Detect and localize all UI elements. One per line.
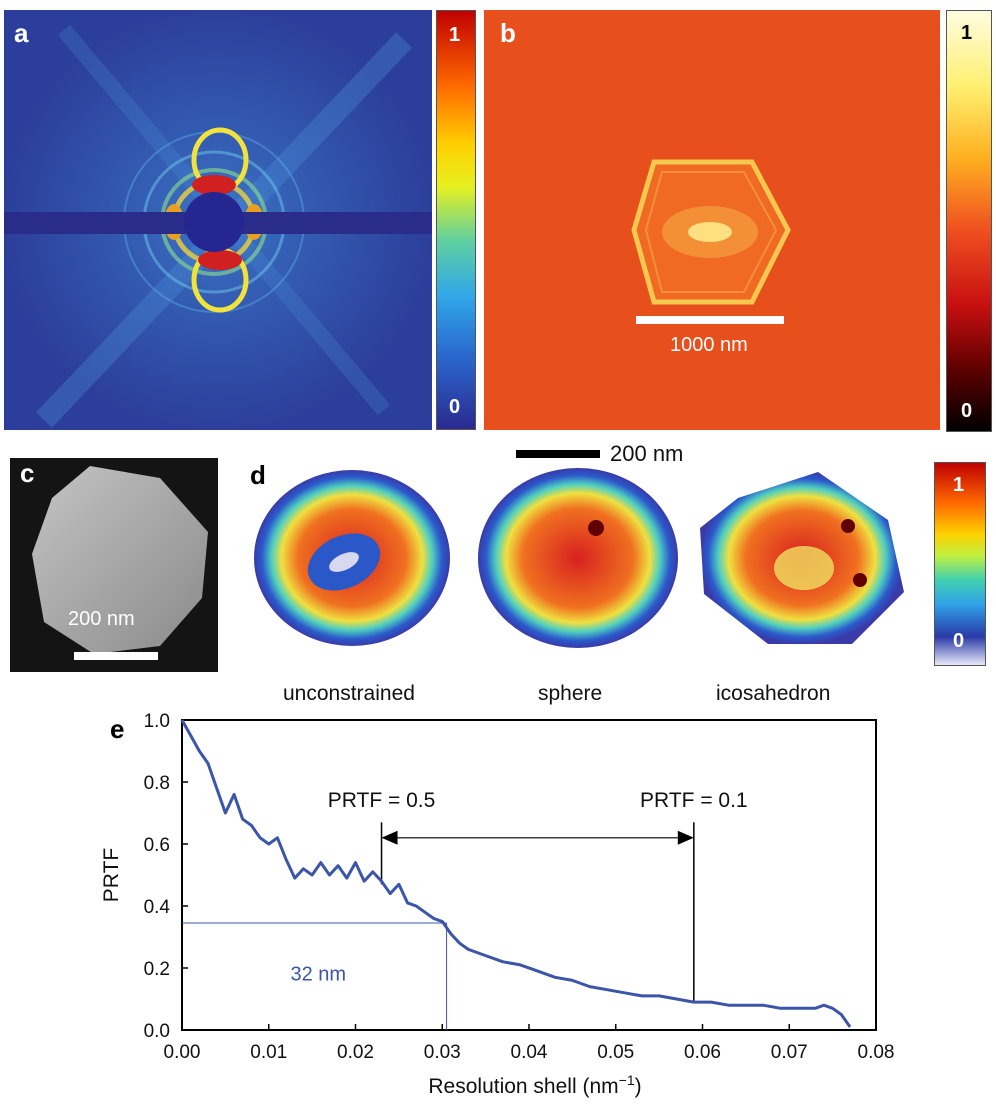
scalebar-b	[636, 316, 784, 324]
colorbar-b-max-label: 1	[961, 22, 973, 44]
panel-a: a	[4, 10, 432, 430]
x-tick-label-3: 0.03	[424, 1042, 461, 1063]
panel-letter-b: b	[500, 18, 516, 48]
panel-b: b 1000 nm	[484, 10, 940, 430]
panel-c: c 200 nm	[10, 458, 218, 672]
colorbar-a: 1 0	[436, 10, 476, 430]
reconstruction-icosahedron	[700, 472, 904, 644]
x-axis-label: Resolution shell (nm−1)	[428, 1072, 641, 1098]
chart-annotations: 32 nm PRTF = 0.5 PRTF = 0.1	[182, 789, 748, 1030]
range-arrow-right-head	[677, 830, 694, 845]
x-tick-label-1: 0.01	[250, 1042, 287, 1063]
y-tick-label-3: 0.6	[144, 835, 170, 856]
scalebar-d	[516, 450, 600, 458]
plot-frame	[181, 719, 877, 1031]
y-axis-label: PRTF	[100, 848, 123, 902]
panel-letter-e: e	[110, 714, 125, 744]
scalebar-d-label: 200 nm	[610, 441, 684, 466]
y-tick-label-2: 0.4	[144, 897, 171, 918]
x-tick-label-2: 0.02	[337, 1042, 374, 1063]
colorbar-d-min-label: 0	[953, 630, 965, 652]
x-tick-label-4: 0.04	[511, 1042, 548, 1063]
diffraction-pattern-image	[4, 10, 432, 430]
colorbar-b-min-label: 0	[961, 400, 973, 422]
x-tick-label-5: 0.05	[597, 1042, 634, 1063]
colorbar-b: 1 0	[946, 10, 992, 432]
y-tick-label-4: 0.8	[144, 773, 170, 794]
prtf05-label: PRTF = 0.5	[328, 789, 436, 812]
scalebar-b-label: 1000 nm	[670, 334, 748, 356]
scalebar-c-label: 200 nm	[68, 608, 135, 630]
panel-letter-d: d	[250, 460, 266, 490]
prtf01-label: PRTF = 0.1	[640, 789, 748, 812]
y-tick-label-5: 1.0	[144, 711, 170, 732]
panel-letter-a: a	[14, 18, 29, 48]
label-icosahedron: icosahedron	[716, 682, 831, 705]
colorbar-d: 1 0	[934, 462, 986, 666]
x-tick-label-0: 0.00	[164, 1042, 201, 1063]
reconstruction-unconstrained	[254, 470, 450, 646]
label-sphere: sphere	[538, 682, 603, 705]
prtf-chart: 0.00 0.01 0.02 0.03 0.04 0.05 0.06 0.07 0.08 0.0 0…	[100, 711, 895, 1098]
range-arrow-left-head	[381, 830, 398, 845]
label-unconstrained: unconstrained	[283, 682, 415, 705]
scalebar-c	[74, 652, 158, 660]
colorbar-a-max-label: 1	[449, 24, 461, 46]
y-tick-label-1: 0.2	[144, 959, 170, 980]
sem-image	[32, 466, 208, 660]
reconstructions-image	[254, 468, 904, 648]
x-tick-label-7: 0.07	[771, 1042, 808, 1063]
colorbar-a-min-label: 0	[449, 396, 461, 418]
y-tick-label-0: 0.0	[144, 1021, 170, 1042]
x-tick-label-8: 0.08	[858, 1042, 895, 1063]
autocorrelation-image	[484, 10, 940, 430]
resolution-label: 32 nm	[290, 963, 346, 985]
x-tick-label-6: 0.06	[684, 1042, 721, 1063]
panel-letter-c: c	[20, 458, 35, 488]
reconstruction-sphere	[478, 468, 678, 648]
colorbar-d-max-label: 1	[953, 474, 965, 496]
series-prtf-line	[180, 719, 852, 1028]
axis-ticks: 0.00 0.01 0.02 0.03 0.04 0.05 0.06 0.07 0.08 0.0 0…	[144, 711, 895, 1063]
